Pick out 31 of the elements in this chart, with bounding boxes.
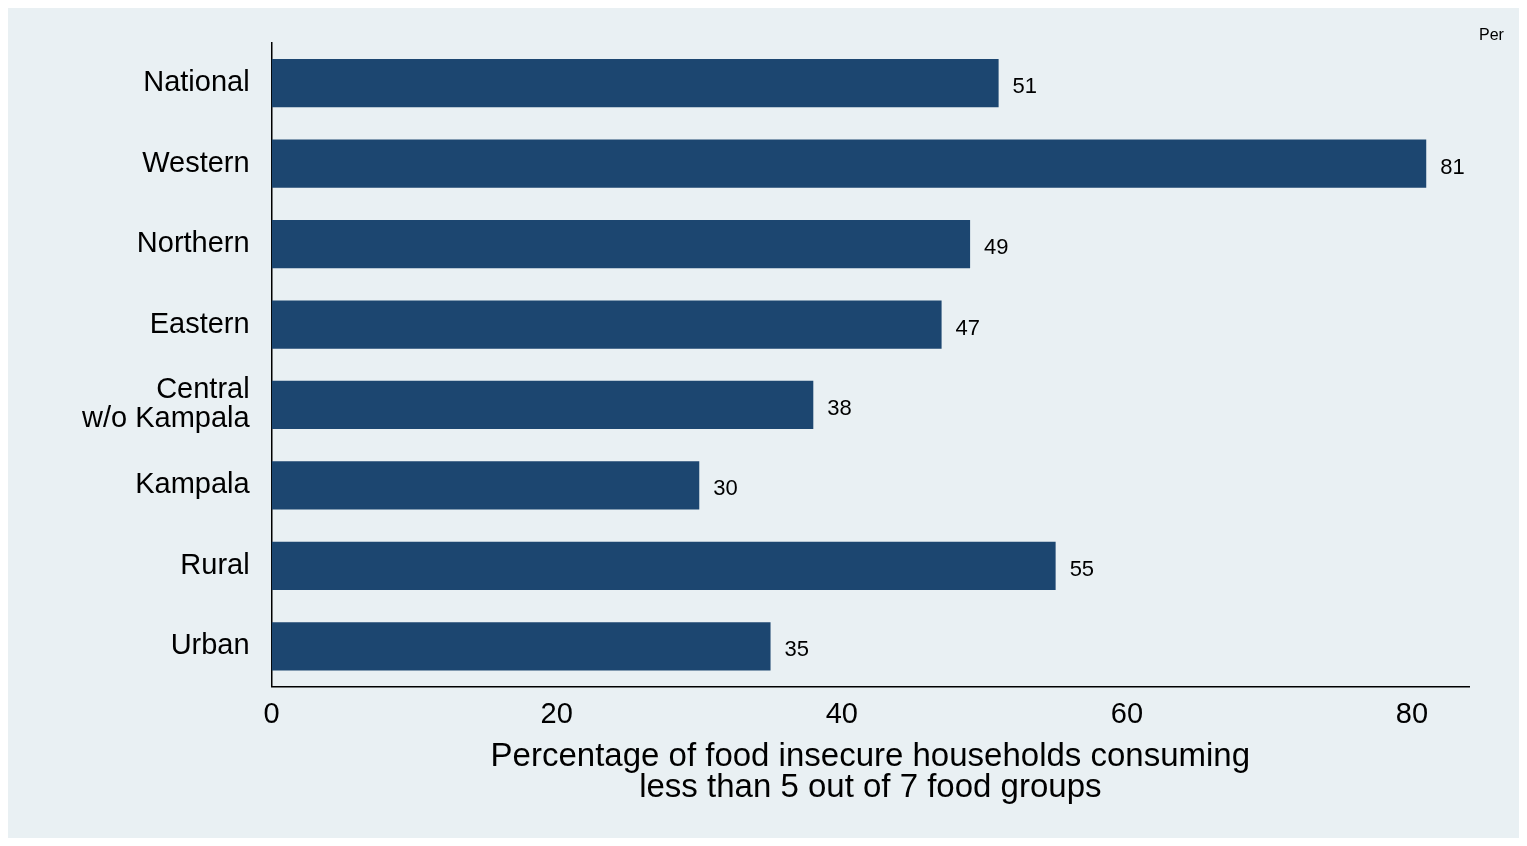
x-tick-label: 40	[825, 696, 858, 729]
data-label: 81	[1440, 153, 1465, 179]
x-tick-label: 20	[540, 696, 573, 729]
y-tick-label: Central w/o Kampala	[80, 372, 251, 434]
y-tick-label: National	[143, 65, 250, 98]
data-label: 47	[955, 314, 981, 340]
data-label: 55	[1069, 555, 1095, 581]
data-label: 30	[713, 475, 738, 501]
x-tick-label: 80	[1395, 696, 1429, 729]
y-tick-label: Eastern	[149, 306, 250, 339]
data-label: 51	[1012, 73, 1038, 99]
y-tick-label: Northern	[136, 226, 250, 259]
data-label: 49	[984, 234, 1009, 260]
bar	[271, 380, 814, 430]
text: Per	[1479, 26, 1505, 44]
x-axis-title: Percentage of food insecure households consuming less than 5 out of 7 food groups	[490, 736, 1251, 805]
bar	[271, 219, 971, 269]
x-tick-label: 60	[1110, 696, 1144, 729]
bar	[271, 300, 942, 349]
bar	[271, 541, 1056, 590]
y-tick-label: Rural	[180, 547, 250, 580]
y-tick-label: Kampala	[135, 467, 251, 500]
data-label: 38	[827, 395, 852, 421]
y-tick-label: Urban	[170, 628, 250, 661]
y-tick-label: Western	[142, 145, 250, 178]
bar	[271, 59, 999, 108]
bar	[271, 622, 771, 671]
bar	[271, 139, 1427, 188]
data-label: 35	[784, 636, 810, 662]
x-tick-label: 0	[263, 696, 280, 729]
bar	[271, 461, 700, 510]
